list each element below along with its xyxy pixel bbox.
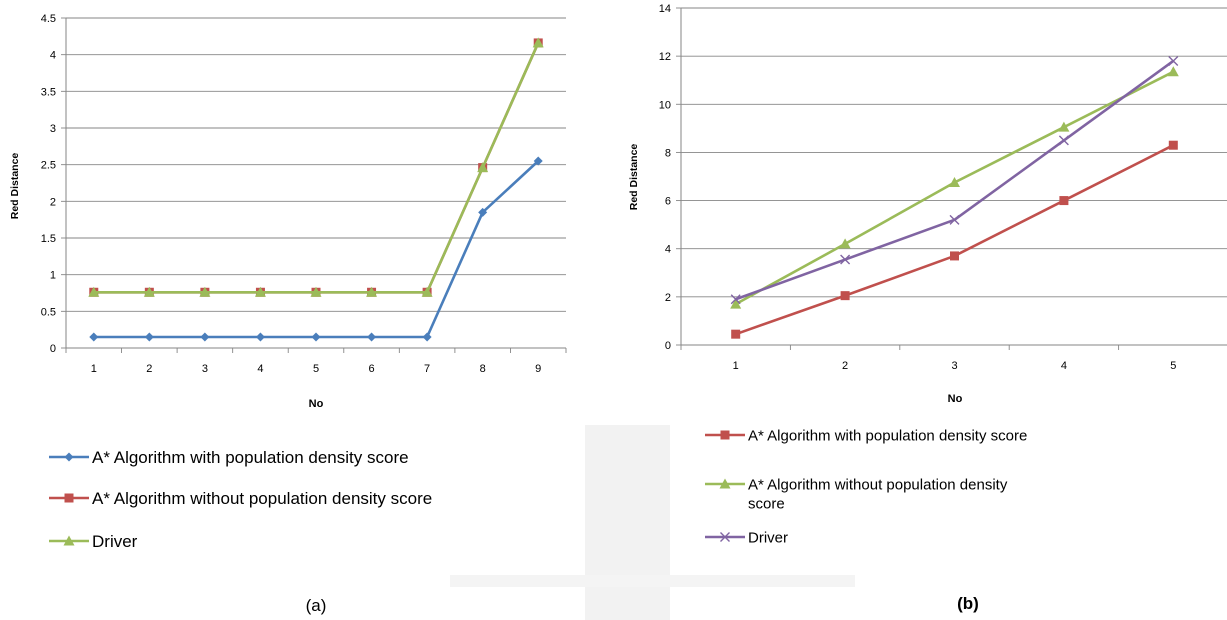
y-tick-label: 0 bbox=[665, 340, 671, 352]
series-3-point bbox=[1058, 135, 1069, 146]
series-1-point bbox=[533, 156, 543, 166]
series-3-point bbox=[143, 286, 155, 297]
series-2-point bbox=[839, 238, 851, 249]
x-tick-label: 3 bbox=[202, 363, 208, 375]
x-tick-label: 8 bbox=[480, 363, 486, 375]
y-tick-label: 3 bbox=[50, 123, 56, 135]
x-tick-label: 2 bbox=[842, 360, 848, 372]
series-line-3 bbox=[93, 42, 540, 294]
x-tick-label: 3 bbox=[951, 360, 957, 372]
series-3-point bbox=[254, 286, 266, 297]
series-3-point bbox=[199, 286, 211, 297]
series-1-point bbox=[311, 332, 321, 342]
series-2-point bbox=[1167, 66, 1179, 77]
legend-label-1: A* Algorithm with population density sco… bbox=[748, 427, 1027, 444]
series-1-point bbox=[840, 291, 850, 301]
series-1-point bbox=[478, 207, 488, 217]
y-tick-label: 4 bbox=[665, 244, 671, 256]
series-2-point bbox=[1058, 121, 1070, 132]
series-3-point bbox=[421, 286, 433, 297]
legend-label-3: Driver bbox=[92, 532, 138, 551]
series-1-point bbox=[950, 251, 959, 261]
series-line-1 bbox=[93, 160, 540, 339]
legend-label-2: A* Algorithm without population density s… bbox=[748, 476, 1008, 512]
y-axis-label: Red Distance bbox=[9, 153, 21, 220]
caption-b: (b) bbox=[957, 594, 979, 613]
series-3-point bbox=[949, 214, 960, 225]
background-strip bbox=[450, 575, 855, 587]
x-tick-label: 9 bbox=[535, 363, 541, 375]
y-tick-label: 0 bbox=[50, 343, 56, 355]
y-tick-label: 0.5 bbox=[41, 306, 56, 318]
legend-marker-2 bbox=[64, 493, 74, 503]
x-tick-label: 4 bbox=[1061, 360, 1067, 372]
y-tick-label: 1 bbox=[50, 270, 56, 282]
series-line-2 bbox=[735, 70, 1174, 306]
x-tick-label: 5 bbox=[1170, 360, 1176, 372]
x-tick-label: 1 bbox=[733, 360, 739, 372]
series-3-point bbox=[532, 37, 544, 48]
series-1-point bbox=[1059, 196, 1069, 206]
series-3-point bbox=[477, 162, 489, 173]
series-3-point bbox=[840, 254, 851, 265]
y-tick-label: 1.5 bbox=[41, 233, 56, 245]
legend-marker-1 bbox=[64, 452, 74, 462]
y-tick-label: 2 bbox=[665, 292, 671, 304]
series-3-point bbox=[366, 286, 378, 297]
x-tick-label: 5 bbox=[313, 363, 319, 375]
legend-label-2: A* Algorithm without population density … bbox=[92, 489, 432, 508]
series-line-1 bbox=[735, 144, 1174, 336]
series-1-point bbox=[144, 332, 154, 342]
caption-a: (a) bbox=[306, 596, 327, 615]
y-tick-label: 8 bbox=[665, 147, 671, 159]
x-tick-label: 7 bbox=[424, 363, 430, 375]
x-tick-label: 2 bbox=[146, 363, 152, 375]
series-3-point bbox=[88, 286, 100, 297]
series-1-point bbox=[255, 332, 265, 342]
chart-a: 0 0.5 1 1.5 2 2.5 3 3.5 4 4.5 1 2 3 4 5 6 7 8 9 No Red Dista… bbox=[9, 13, 567, 551]
x-axis-label: No bbox=[948, 393, 963, 405]
legend-marker-1 bbox=[720, 430, 730, 440]
legend-label-1: A* Algorithm with population density sco… bbox=[92, 448, 409, 467]
y-tick-label: 2.5 bbox=[41, 160, 56, 172]
y-tick-label: 4.5 bbox=[41, 13, 56, 25]
y-axis-label: Red Distance bbox=[628, 144, 640, 211]
y-tick-label: 10 bbox=[659, 99, 671, 111]
legend-marker-2 bbox=[719, 478, 731, 489]
series-line-2 bbox=[93, 42, 540, 294]
y-tick-label: 3.5 bbox=[41, 86, 56, 98]
legend-label-3: Driver bbox=[748, 529, 788, 546]
y-tick-label: 14 bbox=[659, 3, 671, 15]
x-tick-label: 1 bbox=[91, 363, 97, 375]
series-3-point bbox=[310, 286, 322, 297]
x-axis-label: No bbox=[309, 398, 324, 410]
series-2-point bbox=[730, 298, 742, 309]
series-3-point bbox=[1168, 55, 1179, 66]
x-tick-label: 6 bbox=[368, 363, 374, 375]
series-1-point bbox=[1168, 140, 1178, 150]
series-2-point bbox=[949, 177, 960, 188]
legend-marker-3 bbox=[63, 535, 75, 546]
y-tick-label: 6 bbox=[665, 196, 671, 208]
y-tick-label: 2 bbox=[50, 196, 56, 208]
background-panel bbox=[585, 425, 670, 620]
y-tick-label: 12 bbox=[659, 51, 671, 63]
series-1-point bbox=[89, 332, 99, 342]
series-1-point bbox=[731, 329, 741, 339]
x-tick-label: 4 bbox=[257, 363, 263, 375]
series-3-point bbox=[730, 294, 741, 305]
series-1-point bbox=[200, 332, 210, 342]
legend-marker-3 bbox=[720, 532, 730, 542]
y-tick-label: 4 bbox=[50, 50, 56, 62]
series-1-point bbox=[422, 332, 432, 342]
series-1-point bbox=[367, 332, 377, 342]
